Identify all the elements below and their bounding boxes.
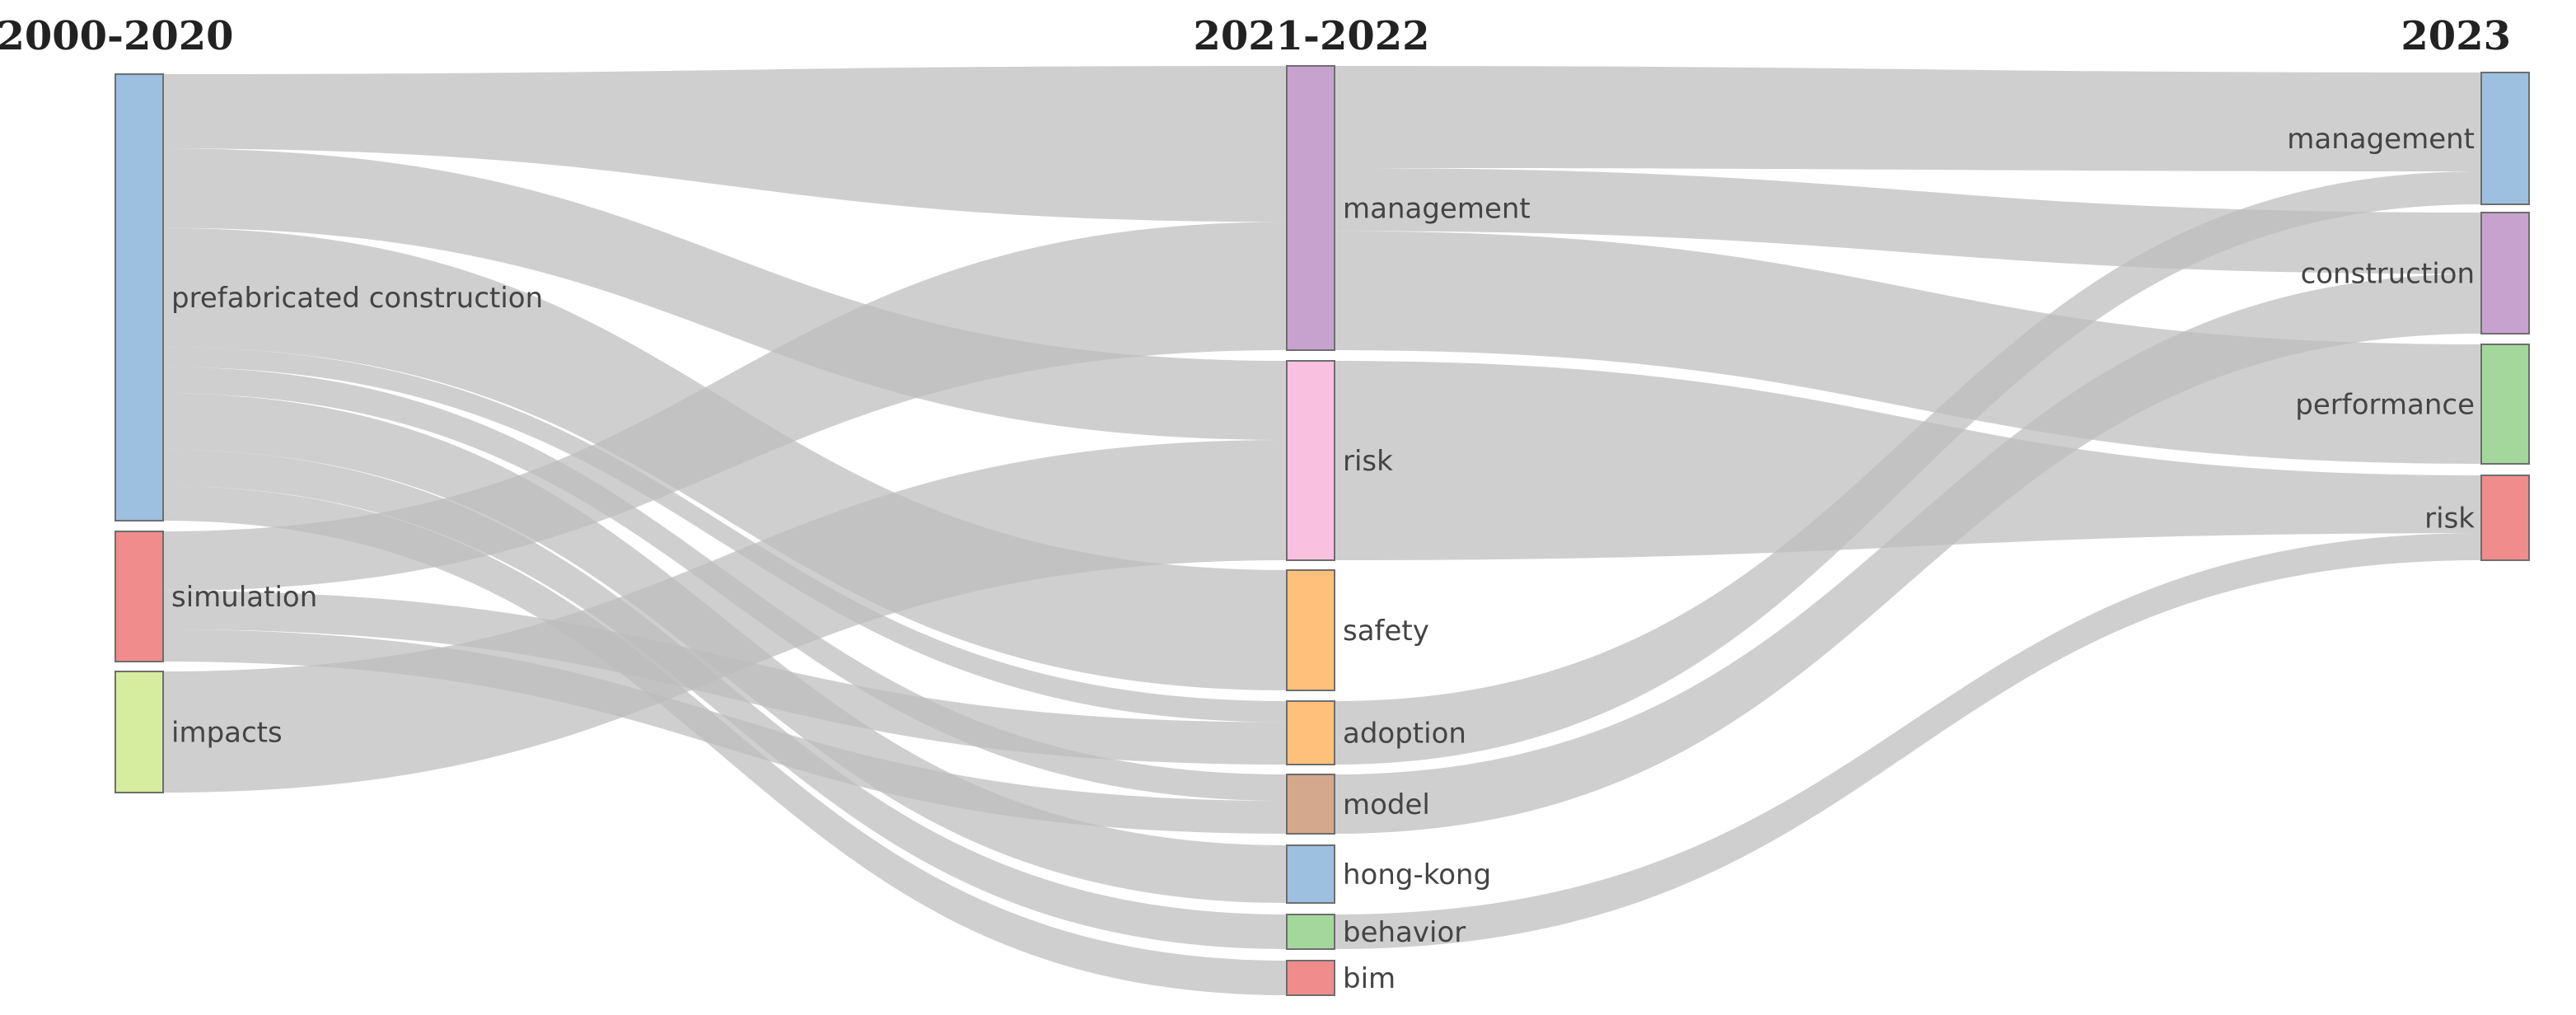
node-label-pc: prefabricated construction <box>171 282 543 315</box>
node-sim[interactable] <box>115 531 164 662</box>
link-mgmt2-to-perf3 <box>1335 231 2481 464</box>
node-label-model: model <box>1343 788 1430 821</box>
node-mgmt3[interactable] <box>2480 72 2530 205</box>
node-label-perf3: performance <box>2295 389 2475 422</box>
nodes-layer <box>115 65 2530 996</box>
node-label-mgmt3: management <box>2287 123 2475 156</box>
link-imp-to-risk2 <box>163 440 1287 793</box>
node-label-hk: hong-kong <box>1343 858 1491 891</box>
node-label-safe: safety <box>1343 615 1429 648</box>
node-risk2[interactable] <box>1286 360 1335 561</box>
node-adop[interactable] <box>1286 700 1335 765</box>
link-sim-to-mgmt2 <box>163 222 1287 592</box>
column-title-1: 2000-2020 <box>0 13 234 59</box>
node-bim[interactable] <box>1286 960 1335 996</box>
column-title-3: 2023 <box>2401 13 2511 59</box>
node-hk[interactable] <box>1286 844 1335 904</box>
node-label-adop: adoption <box>1343 718 1466 751</box>
link-adop-to-mgmt3 <box>1335 171 2481 765</box>
node-label-sim: simulation <box>171 581 317 614</box>
link-pc-to-mgmt2 <box>163 66 1287 222</box>
node-label-bim: bim <box>1343 962 1396 995</box>
link-sim-to-adop <box>163 591 1287 765</box>
link-pc-to-beh <box>163 449 1287 949</box>
node-risk3[interactable] <box>2480 475 2530 561</box>
link-sim-to-model <box>163 629 1287 834</box>
node-label-imp: impacts <box>171 717 283 750</box>
node-beh[interactable] <box>1286 914 1335 950</box>
node-model[interactable] <box>1286 774 1335 835</box>
link-beh-to-risk3 <box>1335 533 2481 949</box>
node-label-risk3: risk <box>2424 503 2475 536</box>
node-label-risk2: risk <box>1343 445 1393 478</box>
links-layer <box>163 66 2481 995</box>
link-pc-to-adop <box>163 347 1287 723</box>
link-mgmt2-to-mgmt3 <box>1335 66 2481 171</box>
node-label-beh: behavior <box>1343 916 1466 949</box>
node-perf3[interactable] <box>2480 344 2530 465</box>
node-mgmt2[interactable] <box>1286 65 1335 351</box>
node-safe[interactable] <box>1286 569 1335 691</box>
node-imp[interactable] <box>115 671 164 793</box>
node-pc[interactable] <box>115 73 164 522</box>
labels-layer: prefabricated construction simulation impa… <box>171 123 2475 995</box>
column-title-2: 2021-2022 <box>1193 13 1429 59</box>
node-label-mgmt2: management <box>1343 193 1531 226</box>
node-cons3[interactable] <box>2480 212 2530 334</box>
node-label-cons3: construction <box>2301 258 2475 291</box>
link-model-to-cons3 <box>1335 274 2481 834</box>
